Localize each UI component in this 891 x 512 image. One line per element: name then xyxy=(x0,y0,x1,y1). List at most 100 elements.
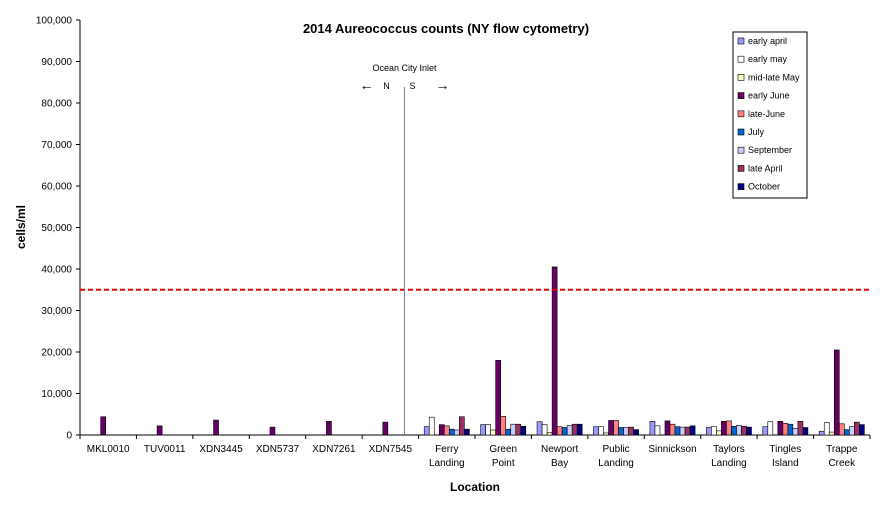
bar-group xyxy=(100,266,865,436)
bar-early-may xyxy=(823,422,830,436)
bar-late-june xyxy=(669,423,676,436)
bar-early-may xyxy=(428,416,435,436)
bar-early-june xyxy=(438,424,445,436)
bar-september xyxy=(510,423,517,436)
legend-swatch xyxy=(737,55,745,63)
bar-september xyxy=(736,425,742,436)
bar-late-june xyxy=(613,420,619,436)
y-tick-group: 0 10,000 20,000 30,000 40,000 50,000 60,000 70,… xyxy=(36,16,80,442)
x-tick-group: MKL0010 TUV0011 XDN3445 XDN5737 XDN7261 XDN75… xyxy=(79,435,871,469)
bar-early-june xyxy=(326,421,332,436)
y-tick-label: 80,000 xyxy=(41,99,72,110)
bar-late-april xyxy=(684,426,691,436)
y-tick-label: 50,000 xyxy=(41,223,72,234)
legend-swatch xyxy=(737,146,745,154)
bar-october xyxy=(802,427,809,436)
x-tick-label-line: Island xyxy=(772,458,799,469)
x-tick-label-line: Newport xyxy=(541,444,578,455)
bar-july xyxy=(843,429,850,436)
bar-early-june xyxy=(721,421,727,436)
bar-october xyxy=(859,424,865,436)
x-tick-label-line: Trappe xyxy=(826,444,858,455)
bar-late-april xyxy=(797,421,804,436)
x-tick-label: MKL0010 xyxy=(87,444,130,455)
bar-september xyxy=(623,427,629,436)
y-tick-label: 100,000 xyxy=(36,16,73,27)
legend-swatch xyxy=(737,37,745,45)
bar-early-june xyxy=(156,425,163,436)
x-tick-label-line: Public xyxy=(602,444,629,455)
x-tick-label-line: Sinnickson xyxy=(648,444,696,455)
legend-label: late April xyxy=(748,163,783,173)
y-tick-label: 90,000 xyxy=(41,57,72,68)
bar-july xyxy=(505,428,512,436)
bar-early-may xyxy=(711,426,717,436)
x-tick-label-line: Taylors xyxy=(713,444,745,455)
bar-october xyxy=(464,428,470,436)
x-tick-label: XDN7545 xyxy=(369,444,413,455)
x-tick-label: XDN5737 xyxy=(256,444,300,455)
y-tick-label: 10,000 xyxy=(41,389,72,400)
bar-early-april xyxy=(423,426,430,436)
x-tick-label-line: MKL0010 xyxy=(87,444,130,455)
bar-october xyxy=(689,425,696,436)
legend-label: early april xyxy=(748,36,787,46)
bar-late-april xyxy=(571,423,578,436)
y-tick-label: 70,000 xyxy=(41,140,72,151)
bar-mid-late-may xyxy=(546,432,553,436)
x-tick-label: XDN3445 xyxy=(199,444,243,455)
bar-july xyxy=(731,425,737,436)
bar-early-april xyxy=(762,426,769,436)
legend-label: early June xyxy=(748,91,790,101)
bar-early-april xyxy=(649,421,656,436)
legend-label: mid-late May xyxy=(748,72,800,82)
divider-north-label: N xyxy=(383,81,390,91)
bar-early-may xyxy=(541,424,548,436)
bar-early-april xyxy=(706,427,712,436)
bar-early-may xyxy=(485,424,491,436)
bar-early-april xyxy=(818,430,825,436)
bar-early-june xyxy=(213,419,219,436)
bar-early-june xyxy=(608,420,614,436)
x-tick-label: Tingles Island xyxy=(769,444,801,469)
bar-early-june xyxy=(664,420,671,436)
x-tick-label: Green Point xyxy=(489,444,517,469)
legend-swatch xyxy=(737,92,745,99)
bar-mid-late-may xyxy=(828,431,835,436)
x-tick-label-line: Green xyxy=(489,444,517,455)
x-tick-label: Ferry Landing xyxy=(429,444,465,469)
x-tick-label-line: Bay xyxy=(551,458,568,469)
bar-late-april xyxy=(515,423,522,436)
legend-swatch xyxy=(737,183,745,190)
divider-label: Ocean City Inlet xyxy=(372,63,437,73)
x-tick-label-line: XDN5737 xyxy=(256,444,300,455)
divider-south-label: S xyxy=(409,81,415,91)
y-axis-label: cells/ml xyxy=(14,205,28,249)
x-tick-label: TUV0011 xyxy=(144,444,186,455)
arrow-right-icon: → xyxy=(435,77,449,93)
legend-label: early may xyxy=(748,54,788,64)
legend: early april early may mid-late May early Ju… xyxy=(732,31,808,199)
legend-label: September xyxy=(748,145,792,155)
y-tick-label: 60,000 xyxy=(41,182,72,193)
bar-late-june xyxy=(726,420,732,436)
x-tick-label-line: Ferry xyxy=(435,444,458,455)
bar-july xyxy=(674,426,681,436)
x-tick-label-line: Landing xyxy=(711,458,747,469)
bar-late-april xyxy=(628,426,634,436)
x-tick-label-line: XDN3445 xyxy=(199,444,243,455)
x-tick-label-line: TUV0011 xyxy=(144,444,186,455)
y-tick-label: 20,000 xyxy=(41,348,72,359)
bar-october xyxy=(633,429,639,436)
bar-early-may xyxy=(598,426,604,436)
x-tick-label-line: Landing xyxy=(598,458,634,469)
bar-early-june xyxy=(495,359,502,436)
bar-early-june xyxy=(100,416,107,436)
bar-late-june xyxy=(782,423,789,436)
bar-late-april xyxy=(741,425,747,436)
legend-label: October xyxy=(748,182,780,192)
legend-swatch xyxy=(737,74,745,81)
bar-late-june xyxy=(500,416,507,436)
